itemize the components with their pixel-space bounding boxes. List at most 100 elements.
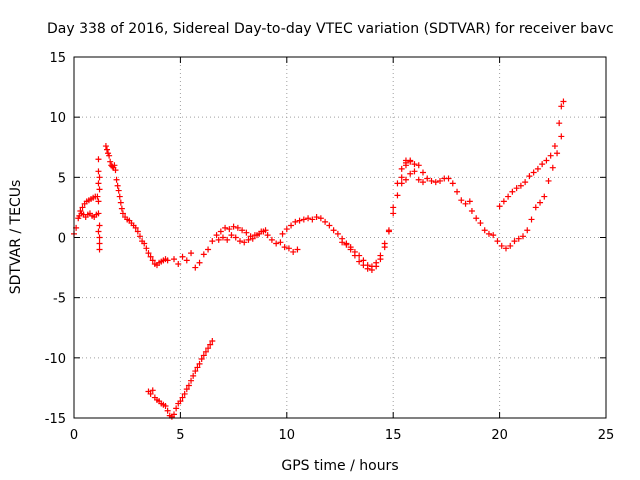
- data-point: [419, 169, 426, 176]
- data-point: [466, 198, 473, 205]
- data-point: [117, 199, 124, 206]
- data-point: [543, 157, 550, 164]
- data-point: [95, 210, 102, 217]
- data-point: [273, 240, 280, 247]
- data-point: [268, 236, 275, 243]
- data-point: [213, 232, 220, 239]
- data-point: [385, 228, 392, 235]
- data-point: [264, 232, 271, 239]
- data-point: [162, 402, 169, 409]
- data-point: [511, 238, 518, 245]
- data-point: [532, 204, 539, 211]
- data-point: [390, 204, 397, 211]
- data-point: [207, 341, 214, 348]
- data-point: [330, 227, 337, 234]
- data-point: [351, 252, 358, 259]
- data-point: [494, 238, 501, 245]
- data-point: [285, 245, 292, 252]
- data-point: [309, 216, 316, 223]
- data-point: [95, 180, 102, 187]
- data-point: [381, 244, 388, 251]
- data-point: [517, 182, 524, 189]
- y-tick-label: -15: [45, 412, 66, 427]
- data-point: [534, 165, 541, 172]
- data-point: [205, 246, 212, 253]
- data-point: [537, 199, 544, 206]
- data-point: [526, 173, 533, 180]
- data-point: [173, 405, 180, 412]
- y-tick-label: 5: [58, 171, 66, 186]
- data-point: [377, 256, 384, 263]
- data-point: [520, 233, 527, 240]
- x-tick-label: 10: [279, 428, 296, 443]
- data-point: [149, 257, 156, 264]
- data-point: [149, 387, 156, 394]
- data-point: [547, 152, 554, 159]
- data-point: [334, 230, 341, 237]
- data-point: [317, 215, 324, 222]
- data-point: [96, 240, 103, 247]
- data-point: [114, 182, 121, 189]
- data-point: [398, 180, 405, 187]
- data-point: [185, 382, 192, 389]
- data-point: [545, 177, 552, 184]
- data-point: [111, 162, 118, 169]
- data-point: [219, 234, 226, 241]
- data-point: [96, 246, 103, 253]
- data-point: [164, 257, 171, 264]
- data-point: [490, 232, 497, 239]
- data-point: [200, 251, 207, 258]
- data-point: [177, 398, 184, 405]
- data-point: [294, 246, 301, 253]
- data-point: [175, 260, 182, 267]
- data-point: [339, 239, 346, 246]
- data-point: [106, 152, 113, 159]
- data-point: [428, 177, 435, 184]
- data-point: [95, 168, 102, 175]
- data-point: [398, 174, 405, 181]
- data-point: [290, 248, 297, 255]
- data-point: [343, 241, 350, 248]
- data-point: [549, 164, 556, 171]
- data-point: [102, 143, 109, 150]
- data-point: [473, 215, 480, 222]
- data-point: [347, 246, 354, 253]
- data-point: [462, 200, 469, 207]
- data-point: [356, 258, 363, 265]
- data-point: [96, 222, 103, 229]
- data-point: [507, 242, 514, 249]
- data-point: [258, 228, 265, 235]
- data-point: [116, 193, 123, 200]
- data-point: [407, 170, 414, 177]
- data-point: [215, 236, 222, 243]
- data-point: [454, 188, 461, 195]
- data-point: [112, 167, 119, 174]
- data-point: [119, 210, 126, 217]
- data-point: [179, 394, 186, 401]
- data-point: [556, 120, 563, 127]
- data-point: [96, 234, 103, 241]
- data-point: [236, 238, 243, 245]
- data-point: [468, 208, 475, 215]
- data-point: [313, 214, 320, 221]
- data-point: [322, 218, 329, 225]
- data-point: [402, 176, 409, 183]
- data-point: [502, 245, 509, 252]
- y-tick-label: 10: [49, 111, 66, 126]
- data-point: [205, 345, 212, 352]
- data-point: [222, 224, 229, 231]
- data-point: [226, 226, 233, 233]
- data-point: [305, 215, 312, 222]
- data-point: [254, 232, 261, 239]
- data-point: [437, 177, 444, 184]
- data-point: [458, 197, 465, 204]
- tick-labels: 0 5 10 15 20 25 15 10 5 0 -5 -10 -15: [45, 51, 615, 443]
- data-point: [560, 98, 567, 105]
- data-point: [558, 133, 565, 140]
- axis-ticks: [73, 56, 607, 419]
- data-point: [179, 253, 186, 260]
- data-point: [411, 168, 418, 175]
- data-point: [485, 230, 492, 237]
- data-point: [554, 150, 561, 157]
